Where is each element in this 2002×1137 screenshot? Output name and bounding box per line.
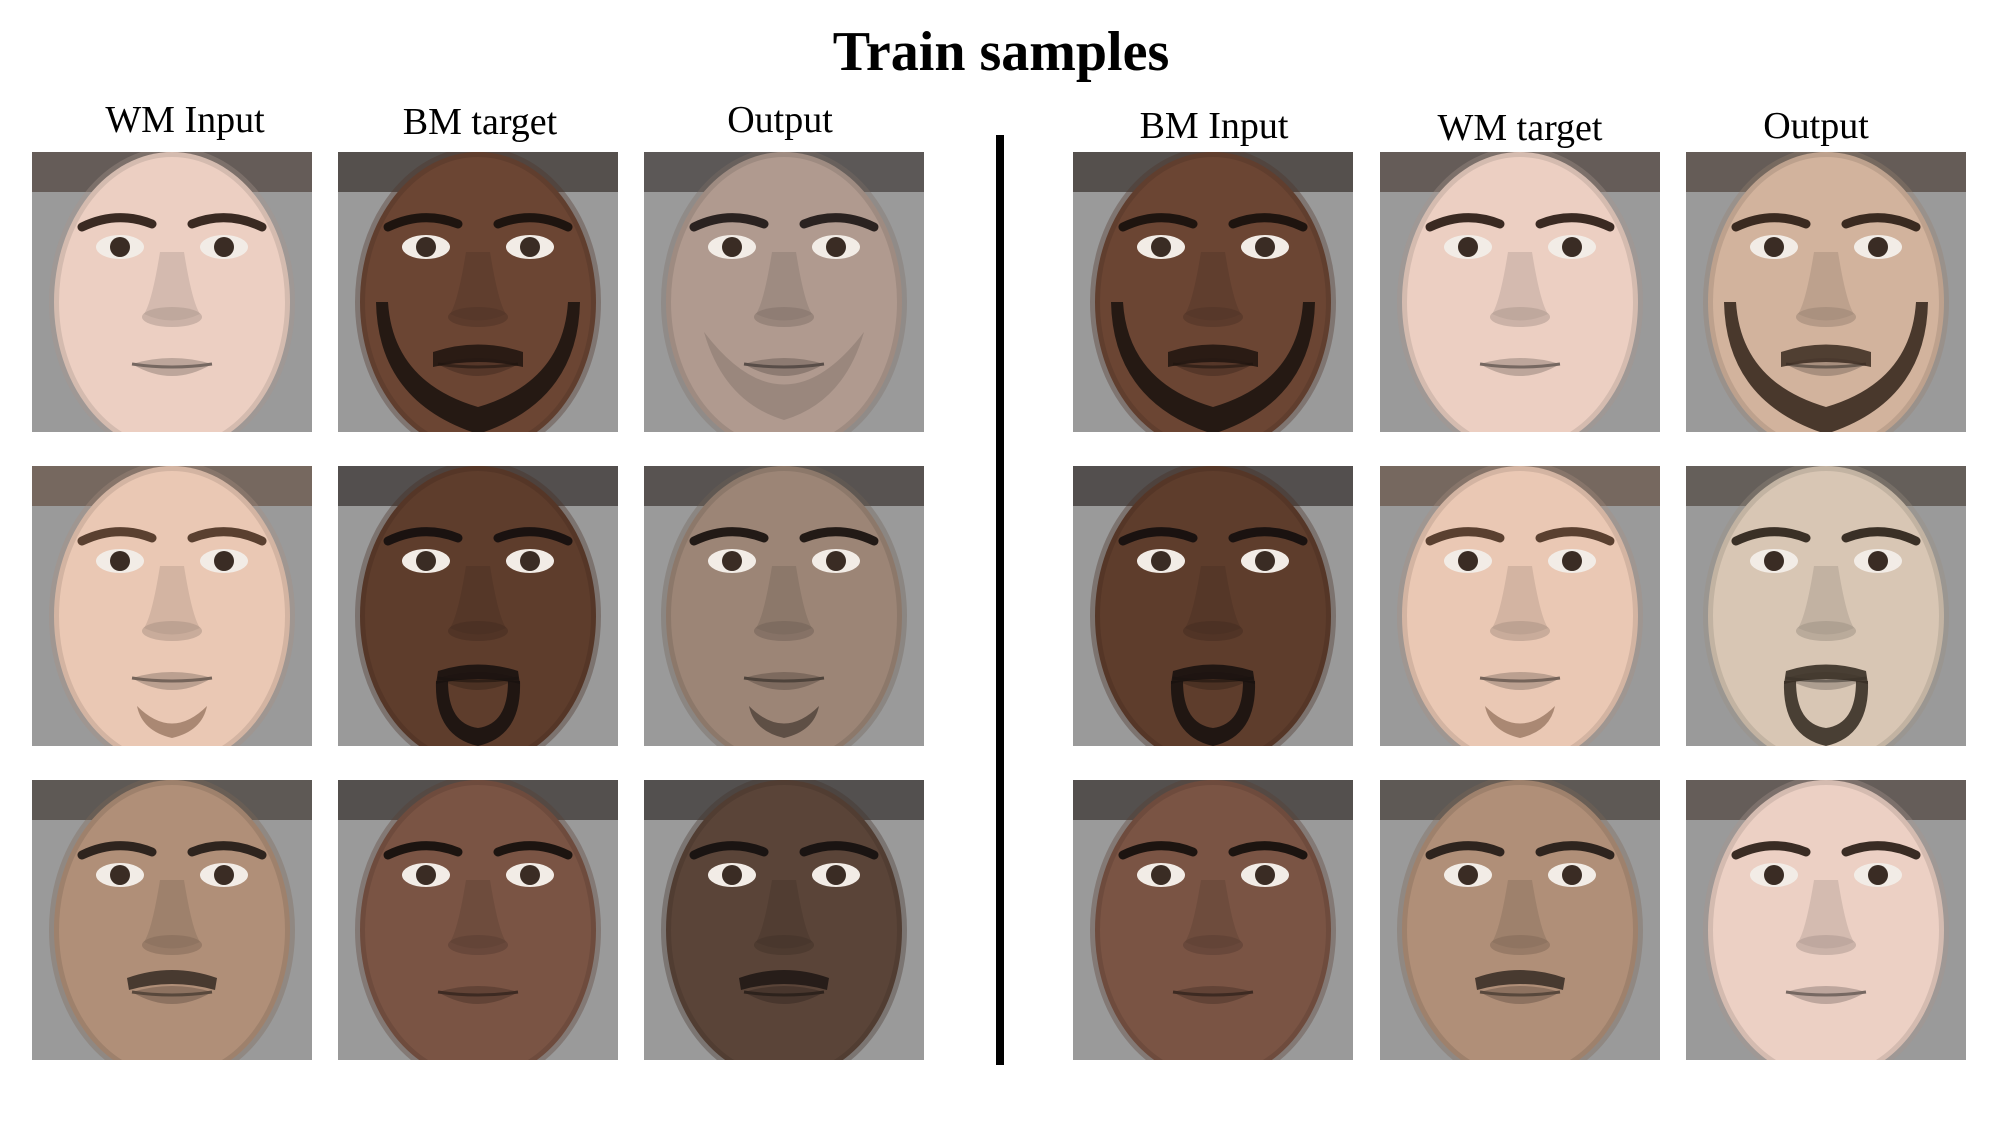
face-image — [32, 780, 312, 1060]
right-header-output: Output — [1763, 105, 1869, 147]
right-header-bm-input: BM Input — [1139, 105, 1289, 147]
face-image — [1380, 780, 1660, 1060]
face-image — [1073, 152, 1353, 432]
face-image — [1686, 466, 1966, 746]
face-image — [338, 780, 618, 1060]
face-image — [32, 466, 312, 746]
face-image — [644, 780, 924, 1060]
face-image — [1073, 780, 1353, 1060]
face-image — [1380, 152, 1660, 432]
face-image — [1686, 152, 1966, 432]
face-image — [1686, 780, 1966, 1060]
face-image — [338, 466, 618, 746]
face-image — [338, 152, 618, 432]
face-image — [1073, 466, 1353, 746]
right-header-wm-target: WM target — [1437, 107, 1603, 149]
face-image — [644, 466, 924, 746]
left-panel: WM Input BM target Output — [0, 0, 980, 1137]
left-header-output: Output — [727, 99, 833, 141]
face-image — [1380, 466, 1660, 746]
face-image — [644, 152, 924, 432]
panel-divider — [996, 135, 1004, 1065]
figure-title: Train samples — [832, 21, 1170, 83]
right-panel: BM Input WM target Output — [1040, 0, 2002, 1137]
face-image — [32, 152, 312, 432]
left-header-wm-input: WM Input — [105, 99, 265, 141]
left-header-bm-target: BM target — [402, 101, 558, 143]
